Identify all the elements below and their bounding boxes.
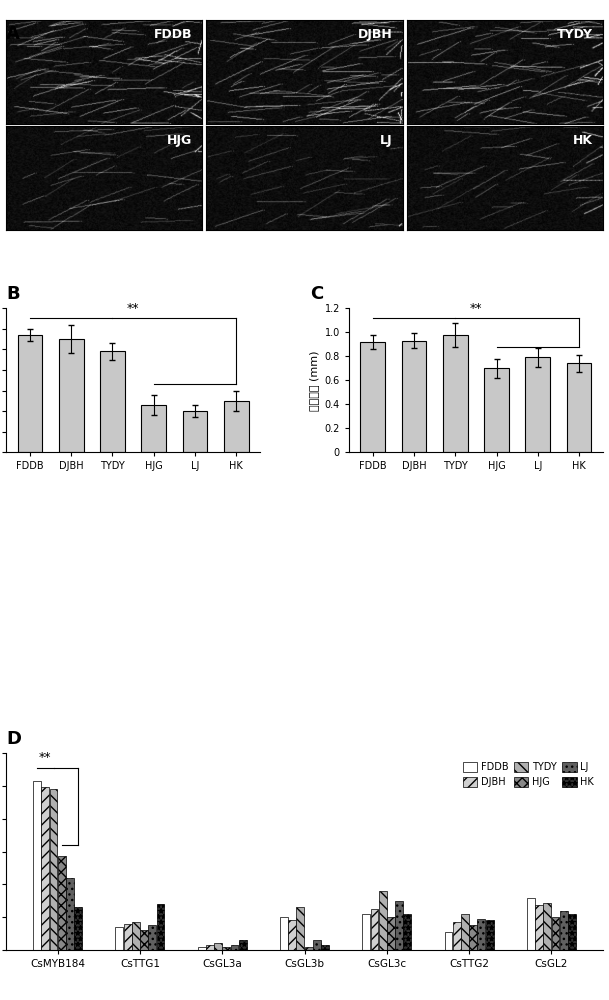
Bar bbox=[157, 904, 164, 950]
Bar bbox=[41, 787, 49, 950]
Bar bbox=[224, 401, 248, 452]
Bar bbox=[443, 335, 468, 452]
Bar bbox=[313, 940, 321, 950]
Bar bbox=[140, 930, 148, 950]
Text: **: ** bbox=[470, 302, 482, 315]
Bar bbox=[552, 917, 559, 950]
Bar bbox=[445, 932, 452, 950]
Bar bbox=[304, 947, 312, 950]
Text: A: A bbox=[6, 25, 20, 43]
Bar bbox=[183, 411, 207, 452]
Bar bbox=[568, 914, 576, 950]
Text: B: B bbox=[6, 285, 19, 303]
Bar bbox=[527, 898, 535, 950]
Legend: FDDB, DJBH, TYDY, HJG, LJ, HK: FDDB, DJBH, TYDY, HJG, LJ, HK bbox=[459, 758, 598, 791]
Bar bbox=[66, 878, 74, 950]
Bar bbox=[566, 363, 591, 452]
Bar bbox=[470, 925, 477, 950]
Text: FDDB: FDDB bbox=[154, 28, 192, 41]
Bar bbox=[33, 781, 41, 950]
Bar bbox=[132, 922, 139, 950]
Bar bbox=[321, 945, 329, 950]
Bar bbox=[403, 914, 411, 950]
Bar bbox=[486, 920, 493, 950]
Bar bbox=[58, 856, 66, 950]
Bar bbox=[362, 914, 370, 950]
Bar bbox=[535, 905, 543, 950]
Bar bbox=[452, 922, 460, 950]
Bar bbox=[402, 341, 426, 452]
Y-axis label: 茶毫长度 (mm): 茶毫长度 (mm) bbox=[309, 350, 319, 411]
Bar bbox=[74, 907, 82, 950]
Bar bbox=[379, 891, 387, 950]
Bar bbox=[141, 405, 166, 452]
Text: TYDY: TYDY bbox=[557, 28, 593, 41]
Bar bbox=[222, 947, 230, 950]
Text: LJ: LJ bbox=[380, 134, 393, 147]
Bar bbox=[543, 903, 551, 950]
Text: **: ** bbox=[39, 751, 52, 764]
Bar bbox=[206, 945, 214, 950]
Text: HJG: HJG bbox=[167, 134, 192, 147]
Bar bbox=[361, 342, 385, 452]
Text: C: C bbox=[311, 285, 324, 303]
Bar bbox=[214, 943, 222, 950]
Text: **: ** bbox=[127, 302, 139, 315]
Bar bbox=[280, 917, 288, 950]
Bar bbox=[116, 927, 123, 950]
Bar bbox=[239, 940, 247, 950]
Bar bbox=[526, 357, 550, 452]
Bar bbox=[297, 907, 304, 950]
Bar bbox=[149, 925, 157, 950]
Bar bbox=[461, 914, 469, 950]
Bar bbox=[560, 911, 568, 950]
Bar bbox=[370, 909, 378, 950]
Bar bbox=[395, 901, 403, 950]
Bar bbox=[198, 947, 206, 950]
Bar bbox=[484, 368, 509, 452]
Bar bbox=[477, 919, 485, 950]
Bar bbox=[100, 351, 125, 452]
Bar bbox=[50, 789, 57, 950]
Text: DJBH: DJBH bbox=[358, 28, 393, 41]
Bar bbox=[231, 945, 239, 950]
Bar bbox=[387, 917, 395, 950]
Bar bbox=[124, 924, 132, 950]
Text: D: D bbox=[6, 730, 21, 748]
Bar bbox=[18, 335, 43, 452]
Text: HK: HK bbox=[573, 134, 593, 147]
Bar bbox=[59, 339, 83, 452]
Bar bbox=[288, 920, 296, 950]
